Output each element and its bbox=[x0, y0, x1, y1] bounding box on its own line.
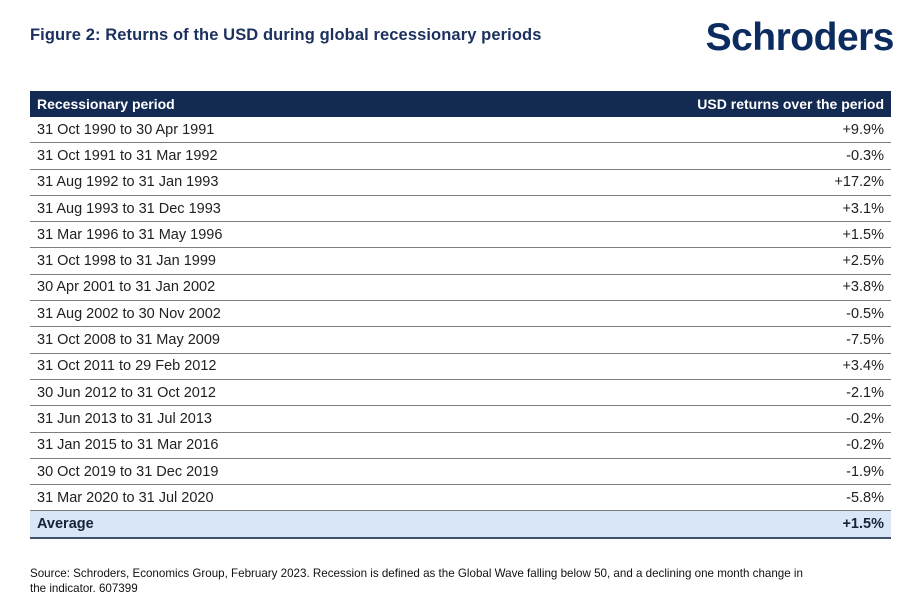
source-line: Source: Schroders, Economics Group, Febr… bbox=[30, 567, 803, 580]
value-cell: +1.5% bbox=[842, 226, 884, 243]
value-cell: -0.2% bbox=[846, 410, 884, 427]
header-value: USD returns over the period bbox=[697, 96, 884, 112]
period-cell: 30 Apr 2001 to 31 Jan 2002 bbox=[37, 279, 216, 296]
period-cell: 31 Aug 2002 to 30 Nov 2002 bbox=[37, 305, 221, 322]
table-row: 31 Aug 1993 to 31 Dec 1993 +3.1% bbox=[30, 196, 891, 223]
period-cell: 31 Mar 2020 to 31 Jul 2020 bbox=[37, 489, 214, 506]
value-cell: +17.2% bbox=[834, 174, 884, 191]
value-cell: +3.8% bbox=[842, 279, 884, 296]
average-label: Average bbox=[37, 516, 94, 533]
table-row: 31 Oct 1991 to 31 Mar 1992 -0.3% bbox=[30, 143, 891, 170]
value-cell: +3.1% bbox=[842, 200, 884, 217]
table-row: 31 Mar 1996 to 31 May 1996 +1.5% bbox=[30, 222, 891, 249]
table-row: 31 Oct 1990 to 30 Apr 1991 +9.9% bbox=[30, 117, 891, 144]
value-cell: -0.3% bbox=[846, 147, 884, 164]
returns-table: Recessionary period USD returns over the… bbox=[30, 91, 891, 540]
source-line: the indicator. 607399 bbox=[30, 582, 138, 595]
source-note: Source: Schroders, Economics Group, Febr… bbox=[30, 566, 803, 596]
period-cell: 31 Jan 2015 to 31 Mar 2016 bbox=[37, 437, 219, 454]
table-row: 31 Mar 2020 to 31 Jul 2020 -5.8% bbox=[30, 485, 891, 512]
period-cell: 31 Aug 1992 to 31 Jan 1993 bbox=[37, 174, 219, 191]
figure-title: Figure 2: Returns of the USD during glob… bbox=[30, 26, 542, 44]
period-cell: 30 Oct 2019 to 31 Dec 2019 bbox=[37, 463, 219, 480]
value-cell: +2.5% bbox=[842, 253, 884, 270]
period-cell: 31 Mar 1996 to 31 May 1996 bbox=[37, 226, 223, 243]
table-row: 31 Aug 1992 to 31 Jan 1993 +17.2% bbox=[30, 170, 891, 196]
table-row: 30 Jun 2012 to 31 Oct 2012 -2.1% bbox=[30, 380, 891, 407]
table-row: 30 Oct 2019 to 31 Dec 2019 -1.9% bbox=[30, 459, 891, 486]
table-row: 31 Jun 2013 to 31 Jul 2013 -0.2% bbox=[30, 406, 891, 433]
average-value: +1.5% bbox=[842, 516, 884, 533]
period-cell: 31 Oct 1998 to 31 Jan 1999 bbox=[37, 253, 216, 270]
table-row: 31 Oct 2011 to 29 Feb 2012 +3.4% bbox=[30, 354, 891, 380]
period-cell: 31 Oct 2011 to 29 Feb 2012 bbox=[37, 358, 217, 375]
value-cell: +3.4% bbox=[842, 358, 884, 375]
period-cell: 31 Jun 2013 to 31 Jul 2013 bbox=[37, 410, 212, 427]
value-cell: -5.8% bbox=[846, 489, 884, 506]
value-cell: -7.5% bbox=[846, 332, 884, 349]
value-cell: +9.9% bbox=[842, 121, 884, 138]
period-cell: 31 Oct 1990 to 30 Apr 1991 bbox=[37, 121, 215, 138]
schroders-logo: Schroders bbox=[705, 16, 895, 59]
table-header-row: Recessionary period USD returns over the… bbox=[30, 91, 891, 117]
table-row: 31 Jan 2015 to 31 Mar 2016 -0.2% bbox=[30, 433, 891, 459]
period-cell: 31 Oct 2008 to 31 May 2009 bbox=[37, 332, 220, 349]
value-cell: -2.1% bbox=[846, 384, 884, 401]
table-row: 31 Aug 2002 to 30 Nov 2002 -0.5% bbox=[30, 301, 891, 328]
period-cell: 30 Jun 2012 to 31 Oct 2012 bbox=[37, 384, 216, 401]
average-row: Average +1.5% bbox=[30, 511, 891, 540]
period-cell: 31 Oct 1991 to 31 Mar 1992 bbox=[37, 147, 218, 164]
value-cell: -0.5% bbox=[846, 305, 884, 322]
value-cell: -1.9% bbox=[846, 463, 884, 480]
header-period: Recessionary period bbox=[37, 96, 175, 112]
table-row: 30 Apr 2001 to 31 Jan 2002 +3.8% bbox=[30, 275, 891, 302]
table-row: 31 Oct 2008 to 31 May 2009 -7.5% bbox=[30, 327, 891, 354]
table-row: 31 Oct 1998 to 31 Jan 1999 +2.5% bbox=[30, 248, 891, 275]
period-cell: 31 Aug 1993 to 31 Dec 1993 bbox=[37, 200, 221, 217]
value-cell: -0.2% bbox=[846, 437, 884, 454]
